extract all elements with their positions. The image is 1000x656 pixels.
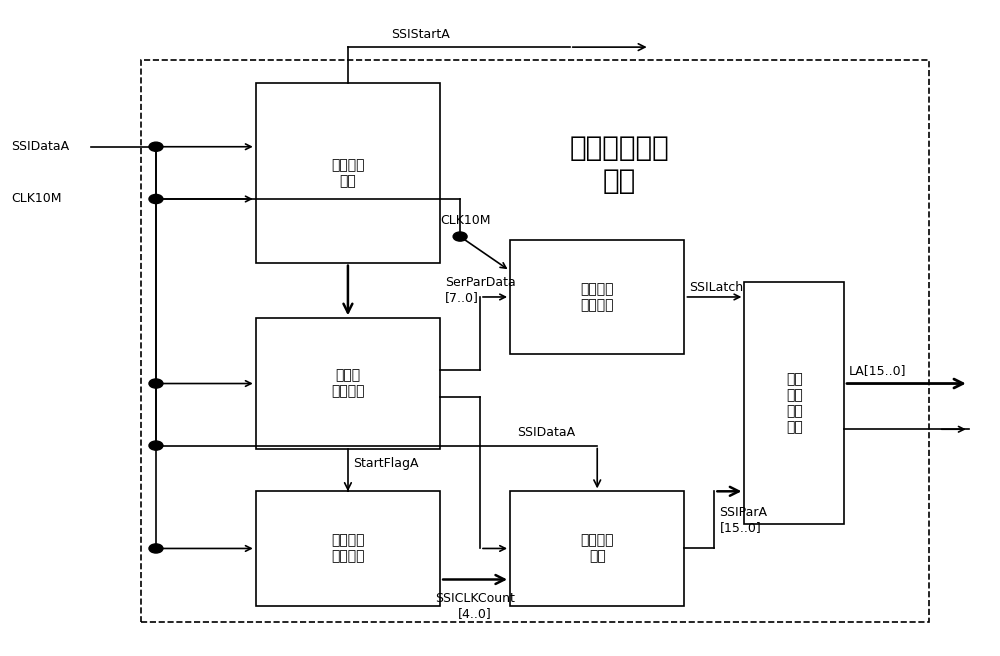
Circle shape [149,379,163,388]
Bar [256,83,440,262]
Text: SSILatch: SSILatch [689,281,744,294]
Text: StartFlagA: StartFlagA [353,457,418,470]
Bar [510,240,684,354]
Circle shape [149,142,163,152]
Bar [256,318,440,449]
Text: 距离
数据
锁存
模块: 距离 数据 锁存 模块 [786,372,803,434]
Bar [256,491,440,605]
Text: 条件译码
模块: 条件译码 模块 [580,533,614,564]
Circle shape [149,441,163,450]
Bar [510,491,684,605]
Text: SSICLKCount
[4..0]: SSICLKCount [4..0] [435,592,515,620]
Text: 距离数据
计数模块: 距离数据 计数模块 [331,533,365,564]
Text: 串并转换
模块: 串并转换 模块 [331,157,365,188]
Text: SSIStartA: SSIStartA [391,28,450,41]
Circle shape [149,544,163,553]
Text: CLK10M: CLK10M [11,192,62,205]
Text: LA[15..0]: LA[15..0] [849,364,907,377]
Text: CLK10M: CLK10M [440,214,491,227]
Text: SerParData
[7..0]: SerParData [7..0] [445,276,516,304]
Bar [744,282,844,524]
Text: 同步码
判断模块: 同步码 判断模块 [331,369,365,399]
Text: 距离数据解析
模块: 距离数据解析 模块 [570,134,670,195]
Circle shape [149,194,163,203]
Text: SSIDataA: SSIDataA [517,426,576,439]
Text: SSIParA
[15..0]: SSIParA [15..0] [719,506,767,534]
Circle shape [453,232,467,241]
Bar [141,60,929,622]
Text: SSIDataA: SSIDataA [11,140,69,154]
Text: 锁存信号
生成模块: 锁存信号 生成模块 [580,282,614,312]
